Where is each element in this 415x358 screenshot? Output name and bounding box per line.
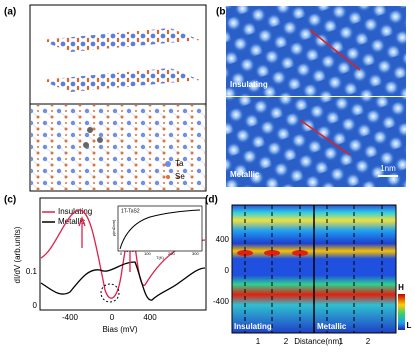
legend-label: Metallic [58,217,85,226]
inset-tick: 0 [120,251,123,256]
x-tick-label: 0 [110,313,115,322]
x-axis-label: Bias (mV) [102,325,137,334]
atom-layer [40,68,200,92]
colorbar-label: H [398,283,404,292]
inset-y-label: ρ(mΩcm) [111,219,116,236]
y-tick-label: 0.1 [26,267,38,276]
arrows [78,216,134,272]
inset-tick: 200 [168,251,175,256]
x-axis-label: Distance(nm) [294,337,342,346]
plot-frame [39,197,207,311]
y-axis-label: dI/dV (arb.units) [13,226,22,283]
legend-dot [166,175,170,179]
colorbar-label: L [407,321,412,330]
legend-dot [165,161,171,167]
insulating-curve [40,209,206,299]
y-tick-label: 0 [33,301,38,310]
image-label: Insulating [230,80,268,89]
x-tick-label: -400 [62,313,79,322]
spots [237,250,308,256]
panel-label: (c) [4,195,16,206]
x-tick-label: 400 [143,313,157,322]
region-label: Metallic [317,322,347,331]
inset-title: 1T-TaS2 [121,208,140,214]
highlight [100,283,120,303]
line-cut [299,119,351,156]
top-view [31,105,205,190]
x-tick-label: 2 [284,337,289,346]
legend-label: Se [175,172,185,181]
panel-label: (b) [216,7,229,18]
atom-layer [40,28,200,52]
panel-label: (d) [205,195,218,206]
x-tick-label: 1 [256,337,261,346]
inset-tick: 300 [192,251,199,256]
dashed-lines [244,205,383,333]
stm-image [226,6,406,96]
x-tick-label: 1 [339,337,344,346]
inset-tick: 100 [144,251,151,256]
atom [83,142,89,148]
y-tick-label: -400 [213,297,230,306]
metallic-curve [40,261,206,301]
atom [97,137,103,143]
y-tick-label: 0 [225,266,230,275]
inset-x-label: T(K) [156,255,164,260]
stm-image [226,97,406,187]
scale-label: 1nm [380,164,396,173]
panel-label: (a) [4,7,16,18]
region-label: Insulating [234,322,272,331]
line-cut [309,29,361,71]
image-label: Metallic [230,170,260,179]
y-tick-label: 400 [216,235,230,244]
inset-curve [119,209,201,250]
legend-label: Ta [175,159,184,168]
x-tick-label: 2 [366,337,371,346]
atom [87,127,93,133]
colorbar [398,294,405,330]
